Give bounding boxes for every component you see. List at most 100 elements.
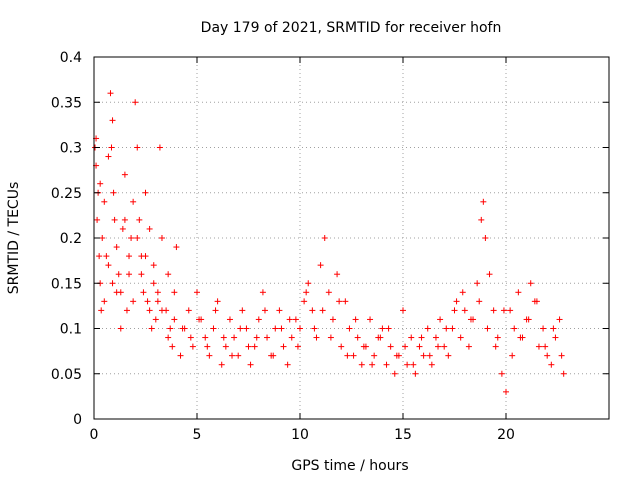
scatter-point <box>253 334 260 341</box>
scatter-point <box>247 361 254 368</box>
scatter-point <box>509 352 516 359</box>
scatter-point <box>480 198 487 205</box>
scatter-point <box>420 352 427 359</box>
scatter-point <box>220 334 227 341</box>
scatter-point <box>467 316 474 323</box>
scatter-point <box>550 325 557 332</box>
x-tick-label: 20 <box>497 427 515 443</box>
x-tick-label: 10 <box>291 427 309 443</box>
scatter-point <box>167 325 174 332</box>
scatter-point <box>284 361 291 368</box>
scatter-point <box>426 352 433 359</box>
scatter-point <box>377 334 384 341</box>
scatter-point <box>435 343 442 350</box>
scatter-point <box>525 316 532 323</box>
scatter-point <box>134 144 141 151</box>
data-points <box>92 90 567 395</box>
scatter-point <box>465 343 472 350</box>
scatter-point <box>494 334 501 341</box>
scatter-point <box>115 271 122 278</box>
scatter-point <box>108 144 115 151</box>
scatter-point <box>313 334 320 341</box>
scatter-point <box>369 361 376 368</box>
scatter-point <box>385 325 392 332</box>
scatter-point <box>150 262 157 269</box>
scatter-point <box>408 334 415 341</box>
scatter-point <box>235 352 242 359</box>
scatter-point <box>187 334 194 341</box>
scatter-point <box>158 235 165 241</box>
scatter-point <box>278 325 285 332</box>
grid <box>94 57 609 419</box>
y-axis-label: SRMTID / TECUs <box>6 182 22 295</box>
scatter-point <box>548 361 555 368</box>
scatter-point <box>309 307 316 314</box>
scatter-point <box>189 343 196 350</box>
scatter-point <box>136 216 143 223</box>
scatter-point <box>292 316 299 323</box>
scatter-point <box>158 307 165 314</box>
scatter-point <box>130 198 137 205</box>
scatter-point <box>146 225 153 232</box>
scatter-point <box>261 307 268 314</box>
scatter-point <box>404 361 411 368</box>
scatter-point <box>171 289 178 296</box>
scatter-point <box>393 352 400 359</box>
scatter-point <box>321 235 328 241</box>
scatter-point <box>301 298 308 305</box>
scatter-point <box>443 325 450 332</box>
scatter-point <box>280 343 287 350</box>
scatter-point <box>156 144 163 151</box>
scatter-point <box>128 235 135 241</box>
scatter-point <box>288 334 295 341</box>
scatter-point <box>212 307 219 314</box>
scatter-point <box>379 325 386 332</box>
scatter-point <box>412 370 419 377</box>
scatter-point <box>196 316 203 323</box>
scatter-point <box>222 343 229 350</box>
scatter-point <box>336 298 343 305</box>
scatter-point <box>117 325 124 332</box>
scatter-point <box>482 235 489 241</box>
scatter-point <box>424 325 431 332</box>
scatter-point <box>173 244 180 251</box>
scatter-point <box>476 298 483 305</box>
scatter-point <box>432 334 439 341</box>
scatter-point <box>123 307 130 314</box>
scatter-point <box>360 343 367 350</box>
scatter-point <box>437 316 444 323</box>
scatter-point <box>492 343 499 350</box>
x-tick-label: 0 <box>90 427 99 443</box>
scatter-point <box>110 189 117 196</box>
scatter-point <box>206 352 213 359</box>
scatter-point <box>245 343 252 350</box>
scatter-point <box>105 153 112 160</box>
scatter-point <box>451 307 458 314</box>
scatter-point <box>503 388 509 395</box>
ticks <box>93 56 609 420</box>
scatter-point <box>126 271 133 278</box>
scatter-point <box>255 316 262 323</box>
scatter-point <box>243 325 250 332</box>
scatter-point <box>210 325 217 332</box>
scatter-point <box>535 343 542 350</box>
scatter-point <box>540 325 547 332</box>
scatter-point <box>140 289 147 296</box>
scatter-point <box>560 370 567 377</box>
scatter-point <box>171 316 178 323</box>
scatter-point <box>500 307 507 314</box>
scatter-point <box>169 343 176 350</box>
scatter-point <box>96 253 103 260</box>
scatter-point <box>138 253 145 260</box>
scatter-point <box>558 352 565 359</box>
scatter-point <box>105 262 112 269</box>
scatter-point <box>387 343 394 350</box>
scatter-point <box>177 352 184 359</box>
scatter-point <box>109 280 116 287</box>
scatter-point <box>111 216 118 223</box>
scatter-point <box>350 352 357 359</box>
scatter-point <box>317 262 324 269</box>
scatter-point <box>325 289 332 296</box>
scatter-point <box>103 253 110 260</box>
chart-title: Day 179 of 2021, SRMTID for receiver hof… <box>201 20 502 36</box>
